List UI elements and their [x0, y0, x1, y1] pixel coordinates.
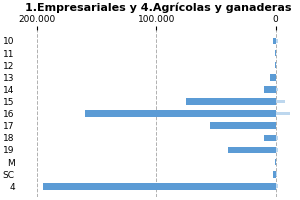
Bar [276, 39, 278, 43]
Bar [85, 110, 276, 117]
Bar [228, 147, 276, 153]
Bar [276, 112, 290, 115]
Bar [275, 50, 276, 56]
Bar [270, 74, 276, 81]
Bar [275, 159, 276, 165]
Bar [264, 135, 276, 141]
Bar [210, 122, 276, 129]
Bar [276, 136, 278, 140]
Bar [275, 62, 276, 68]
Bar [264, 86, 276, 93]
Bar [276, 172, 277, 176]
Bar [273, 171, 276, 178]
Bar [273, 38, 276, 44]
Bar [276, 184, 278, 188]
Bar [276, 88, 278, 91]
Bar [276, 148, 278, 152]
Title: 1.Empresariales y 4.Agrícolas y ganaderas: 1.Empresariales y 4.Agrícolas y ganadera… [25, 3, 291, 13]
Bar [186, 98, 276, 105]
Bar [43, 183, 276, 190]
Bar [276, 100, 285, 103]
